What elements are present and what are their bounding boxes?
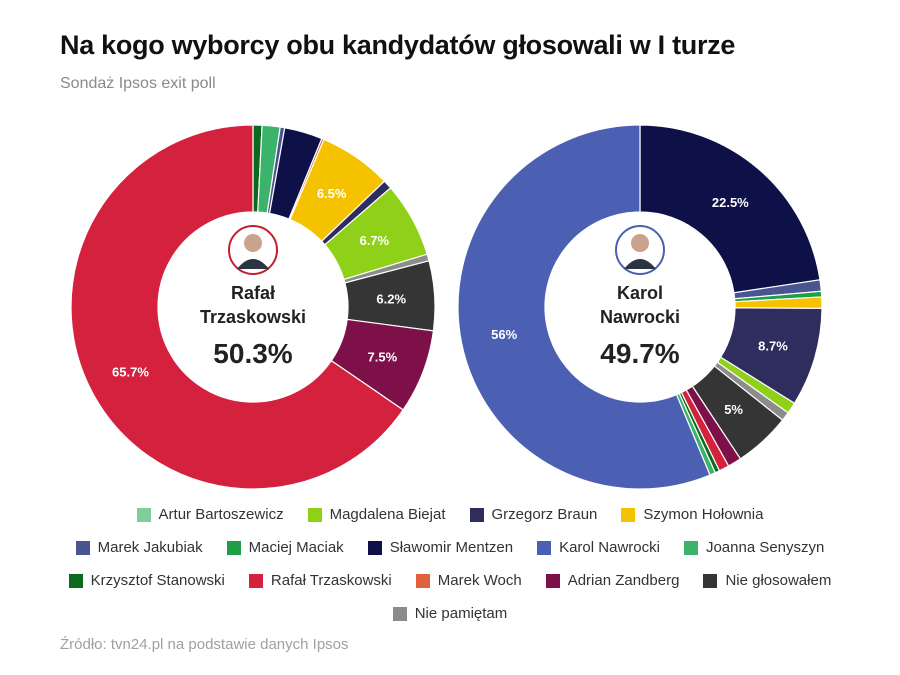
legend-item: Krzysztof Stanowski [68,572,225,589]
legend-swatch [683,540,698,555]
donut-1-slice-label-6: 6.5% [317,186,347,201]
donut-1-slice-label-10: 6.2% [376,291,406,306]
legend-label: Joanna Senyszyn [705,539,825,556]
legend-label: Krzysztof Stanowski [90,572,225,589]
legend-swatch [68,573,83,588]
legend-swatch [392,606,407,621]
legend-label: Szymon Hołownia [643,506,764,523]
legend-label: Karol Nawrocki [559,539,660,556]
legend-item: Joanna Senyszyn [683,539,825,556]
legend-item: Marek Woch [415,572,522,589]
legend-item: Nie głosowałem [703,572,831,589]
legend-swatch [703,573,718,588]
legend-swatch [469,507,484,522]
legend-row: Marek Jakubiak Maciej Maciak Sławomir Ment… [0,531,900,564]
legend-item: Magdalena Biejat [307,506,446,523]
legend-label: Grzegorz Braun [491,506,598,523]
donut-1-slice-label-12: 65.7% [112,365,149,380]
candidate-first-name: Karol [617,283,663,303]
legend-item: Maciej Maciak [226,539,344,556]
candidate-last-name: Nawrocki [600,307,680,327]
legend-row: Nie pamiętam [0,597,900,630]
legend-label: Artur Bartoszewicz [158,506,284,523]
legend-row: Artur Bartoszewicz Magdalena Biejat Grzego… [0,498,900,531]
legend-label: Nie głosowałem [725,572,832,589]
legend-swatch [537,540,552,555]
legend-item: Artur Bartoszewicz [136,506,284,523]
legend-swatch [415,573,430,588]
legend-label: Rafał Trzaskowski [270,572,392,589]
legend-swatch [136,507,151,522]
donut-2-slice-label-1: 22.5% [712,195,749,210]
avatar-body [624,259,656,269]
donut-2-center: Karol Nawrocki 49.7% [600,225,680,369]
legend-swatch [545,573,560,588]
chart-subtitle: Sondaż Ipsos exit poll [60,75,216,92]
legend-swatch [75,540,90,555]
donut-2-slice-1 [639,124,821,294]
legend-label: Maciej Maciak [248,539,344,556]
legend-swatch [621,507,636,522]
donut-2-slice-label-5: 8.7% [758,339,788,354]
chart-title: Na kogo wyborcy obu kandydatów głosowali… [60,30,736,60]
candidate-last-name: Trzaskowski [200,307,306,327]
legend-row: Krzysztof Stanowski Rafał Trzaskowski Mare… [0,564,900,597]
legend-item: Nie pamiętam [392,605,508,622]
legend-swatch [226,540,241,555]
donut-2-slice-13 [457,124,711,490]
avatar-head [244,234,262,252]
source-note: Źródło: tvn24.pl na podstawie danych Ips… [60,636,349,653]
legend-label: Marek Woch [437,572,522,589]
legend: Artur Bartoszewicz Magdalena Biejat Grzego… [0,498,900,630]
legend-item: Szymon Hołownia [621,506,763,523]
legend-swatch [248,573,263,588]
legend-label: Adrian Zandberg [567,572,680,589]
legend-item: Adrian Zandberg [545,572,680,589]
avatar-head [631,234,649,252]
donut-charts: 6.5% 6.7% 6.2% 7.5% 65.7% Rafał Trzaskowski 50.… [70,124,823,490]
legend-item: Karol Nawrocki [537,539,660,556]
candidate-first-name: Rafał [231,283,275,303]
candidate-result: 49.7% [600,338,679,369]
legend-label: Magdalena Biejat [329,506,446,523]
legend-item: Marek Jakubiak [75,539,203,556]
legend-label: Sławomir Mentzen [389,539,514,556]
legend-item: Sławomir Mentzen [367,539,514,556]
legend-label: Nie pamiętam [414,605,508,622]
donut-2-slice-label-13: 56% [491,327,517,342]
donut-1-slice-label-11: 7.5% [368,350,398,365]
legend-label: Marek Jakubiak [97,539,203,556]
legend-item: Rafał Trzaskowski [248,572,392,589]
legend-swatch [367,540,382,555]
donut-1-slice-label-8: 6.7% [359,233,389,248]
donut-1-center: Rafał Trzaskowski 50.3% [200,225,306,369]
donut-2-slice-label-8: 5% [724,402,743,417]
candidate-result: 50.3% [213,338,292,369]
legend-item: Grzegorz Braun [469,506,598,523]
legend-swatch [307,507,322,522]
avatar-body [237,259,269,269]
donut-1-slice-12 [70,124,404,490]
